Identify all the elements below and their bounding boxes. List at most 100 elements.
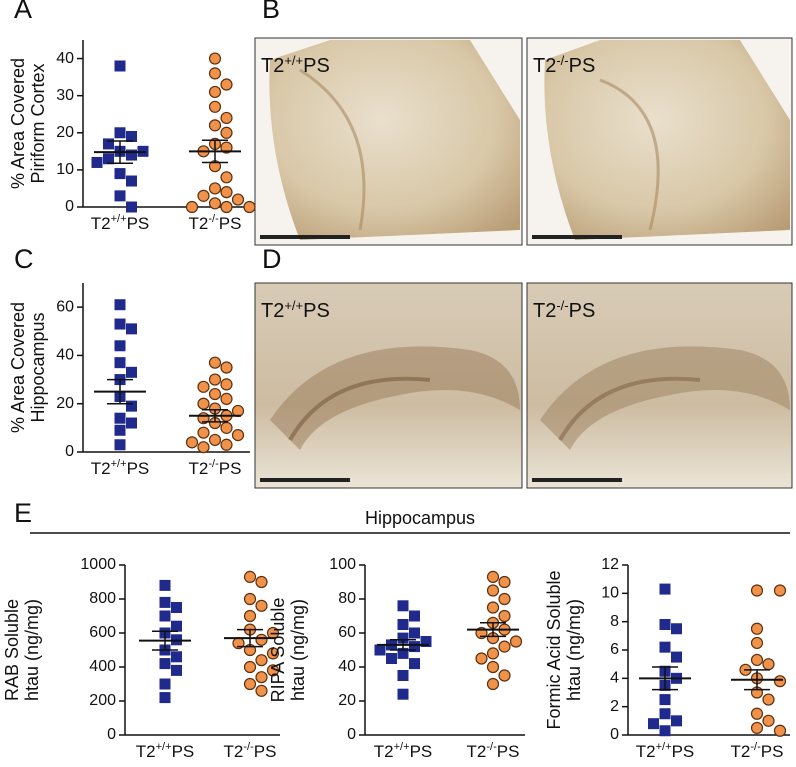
- y-tick-label: 20: [56, 395, 74, 412]
- data-point: [397, 670, 409, 681]
- data-point: [671, 715, 682, 727]
- data-point: [220, 186, 233, 199]
- micrograph-label: T2-/-PS: [533, 53, 595, 77]
- data-point: [266, 664, 280, 677]
- data-point: [386, 653, 397, 664]
- y-tick-label: 1000: [80, 556, 116, 573]
- data-point: [762, 714, 775, 727]
- data-point: [397, 688, 409, 700]
- y-tick-label: 0: [347, 726, 356, 743]
- data-point: [659, 641, 671, 653]
- x-tick-label: T2-/-PS: [467, 741, 520, 761]
- data-point: [397, 600, 409, 612]
- data-point: [409, 610, 420, 622]
- data-point: [243, 677, 257, 691]
- data-point: [114, 340, 126, 352]
- y-axis-label: htau (ng/mg): [288, 599, 308, 701]
- data-point: [762, 693, 775, 706]
- data-point: [397, 647, 409, 659]
- data-point: [498, 609, 511, 623]
- y-tick-label: 10: [601, 585, 619, 602]
- y-tick-label: 0: [610, 726, 619, 743]
- data-point: [208, 182, 222, 195]
- data-point: [750, 636, 764, 650]
- y-tick-label: 0: [65, 198, 74, 215]
- y-axis-label: Piriform Cortex: [28, 63, 48, 183]
- data-point: [208, 387, 222, 401]
- data-point: [486, 677, 500, 691]
- data-point: [220, 171, 233, 184]
- data-point: [171, 620, 182, 632]
- data-point: [208, 119, 222, 132]
- data-point: [659, 694, 671, 706]
- data-point: [208, 67, 222, 80]
- data-point: [197, 441, 210, 454]
- data-point: [659, 619, 671, 630]
- data-point: [197, 380, 210, 393]
- data-point: [159, 596, 171, 608]
- data-point: [486, 601, 500, 614]
- data-point: [659, 708, 671, 720]
- data-point: [171, 651, 182, 663]
- data-point: [126, 323, 137, 335]
- micrograph-b2: [526, 37, 793, 246]
- data-point: [255, 633, 268, 646]
- data-point: [159, 579, 171, 591]
- panel-letter: E: [14, 498, 32, 528]
- y-tick-label: 4: [610, 670, 619, 687]
- data-point: [126, 130, 137, 142]
- y-tick-label: 0: [65, 443, 74, 460]
- data-point: [185, 200, 199, 214]
- y-tick-label: 20: [338, 692, 356, 709]
- data-point: [126, 400, 137, 412]
- data-point: [159, 678, 171, 690]
- x-tick-label: T2-/-PS: [731, 741, 784, 761]
- data-point: [220, 392, 233, 405]
- data-point: [171, 602, 182, 613]
- data-point: [409, 641, 420, 653]
- data-point: [220, 78, 233, 91]
- data-point: [220, 421, 233, 434]
- data-point: [231, 429, 245, 442]
- data-point: [243, 200, 256, 214]
- data-point: [498, 669, 511, 682]
- data-point: [197, 426, 210, 439]
- data-point: [208, 52, 222, 65]
- x-tick-label: T2+/+PS: [91, 458, 150, 478]
- data-point: [671, 623, 682, 635]
- data-point: [498, 592, 511, 606]
- x-tick-label: T2-/-PS: [189, 213, 242, 233]
- x-tick-label: T2+/+PS: [636, 741, 695, 761]
- data-point: [659, 583, 671, 595]
- y-tick-label: 80: [338, 590, 356, 607]
- data-point: [750, 721, 764, 735]
- panel-letter: C: [14, 244, 34, 274]
- data-point: [126, 417, 137, 429]
- micrograph-b1: [254, 37, 523, 246]
- data-point: [498, 640, 511, 653]
- y-tick-label: 40: [56, 50, 74, 67]
- data-point: [103, 153, 114, 165]
- data-point: [648, 718, 659, 730]
- y-axis-label: htau (ng/mg): [22, 599, 42, 701]
- data-point: [486, 660, 500, 674]
- data-point: [114, 357, 126, 369]
- y-axis-label: RAB Soluble: [2, 599, 22, 701]
- data-point: [114, 299, 126, 311]
- data-point: [671, 651, 682, 663]
- data-point: [114, 190, 126, 202]
- y-tick-label: 12: [601, 556, 619, 573]
- data-point: [208, 373, 222, 386]
- x-tick-label: T2+/+PS: [91, 213, 150, 233]
- data-point: [208, 197, 222, 210]
- micrograph-label: T2-/-PS: [533, 298, 595, 322]
- data-point: [409, 658, 420, 670]
- section-title: Hippocampus: [365, 508, 475, 528]
- y-axis-label: htau (ng/mg): [564, 599, 584, 701]
- data-point: [475, 652, 488, 665]
- panel-letter: A: [14, 0, 32, 24]
- data-point: [762, 658, 775, 671]
- data-point: [114, 318, 126, 330]
- data-point: [243, 609, 257, 623]
